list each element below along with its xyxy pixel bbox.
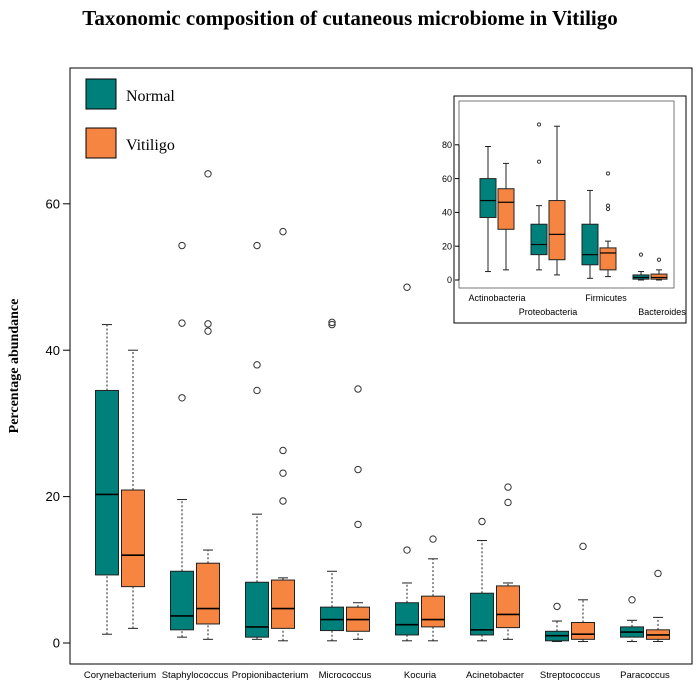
inset-boxes [479,122,668,281]
box-staphylococcus-normal [170,570,194,631]
outlier-bacteroides-normal-0 [638,252,644,257]
x-tick-label-streptococcus: Streptococcus [540,670,600,681]
outlier-staphylococcus-vitiligo-1 [204,320,212,328]
outlier-proteobacteria-normal-1 [536,122,542,127]
x-tick-label-acinetobacter: Acinetobacter [466,670,524,681]
y-tick-label-60: 60 [46,196,60,211]
outlier-proteobacteria-normal-0 [536,159,542,164]
outlier-streptococcus-normal-0 [553,602,561,611]
x-tick-label-propionibacterium: Propionibacterium [232,670,309,681]
y-tick-label-40: 40 [442,208,452,218]
outlier-bacteroides-vitiligo-0 [656,257,662,262]
outlier-streptococcus-vitiligo-0 [579,542,587,551]
outlier-propionibacterium-normal-2 [253,241,261,250]
main-x-tick-labels: Corynebacterium Staphylococcus Propionibac… [84,670,670,681]
y-tick-label-0: 0 [53,636,60,651]
outlier-propionibacterium-vitiligo-3 [279,227,287,236]
main-boxes [95,170,670,643]
outlier-kocuria-normal-0 [403,546,411,554]
legend-swatch-vitiligo [85,127,117,159]
inset-x-tick-labels: Actinobacteria Proteobacteria Firmicutes Ba… [468,293,686,317]
outlier-paracoccus-normal-0 [628,596,636,604]
box-staphylococcus-vitiligo [196,562,220,625]
outlier-kocuria-normal-1 [403,283,411,291]
y-tick-label-60: 60 [442,174,452,184]
x-tick-label-staphylococcus: Staphylococcus [162,670,229,681]
x-tick-label-firmicutes: Firmicutes [585,293,627,303]
outlier-propionibacterium-vitiligo-0 [279,497,287,505]
chart-title: Taxonomic composition of cutaneous micro… [82,6,618,30]
inset-chart: 0 20 40 60 80 Actinobacteria Proteobacteria Fi… [442,95,687,324]
outlier-kocuria-vitiligo-0 [429,535,437,543]
box-proteobacteria-vitiligo [548,200,566,261]
legend: Normal Vitiligo [85,78,175,159]
x-tick-label-actinobacteria: Actinobacteria [468,293,525,303]
outlier-micrococcus-vitiligo-0 [354,520,362,529]
y-tick-label-0: 0 [447,275,452,285]
outlier-staphylococcus-normal-2 [178,241,186,250]
outlier-staphylococcus-vitiligo-2 [204,170,212,178]
outlier-propionibacterium-vitiligo-1 [279,469,287,477]
x-tick-label-corynebacterium: Corynebacterium [84,670,156,681]
legend-label-normal: Normal [126,88,175,105]
box-propionibacterium-normal [245,581,269,638]
x-tick-label-bacteroides: Bacteroides [638,307,686,317]
x-tick-label-micrococcus: Micrococcus [319,670,372,681]
outlier-propionibacterium-vitiligo-2 [279,446,287,455]
box-streptococcus-vitiligo [571,622,595,640]
main-y-axis: 0 20 40 60 [46,196,71,651]
outlier-staphylococcus-vitiligo-0 [204,327,212,335]
x-tick-label-kocuria: Kocuria [404,670,437,681]
outlier-micrococcus-normal-1 [328,318,336,327]
y-tick-label-40: 40 [46,343,60,358]
outlier-micrococcus-vitiligo-1 [354,465,362,474]
outlier-acinetobacter-normal-0 [478,517,486,526]
box-acinetobacter-normal [470,592,494,636]
outlier-staphylococcus-normal-0 [178,394,186,402]
legend-label-vitiligo: Vitiligo [126,137,175,154]
box-firmicutes-normal [581,223,599,266]
x-tick-label-proteobacteria: Proteobacteria [519,307,578,317]
y-tick-label-20: 20 [442,241,452,251]
outlier-micrococcus-vitiligo-2 [354,385,362,393]
outlier-propionibacterium-normal-1 [253,361,261,369]
box-kocuria-vitiligo [421,595,445,628]
outlier-firmicutes-vitiligo-1 [605,203,611,208]
legend-swatch-normal [85,78,117,110]
box-corynebacterium-normal [95,389,119,576]
box-kocuria-normal [395,602,419,636]
outlier-propionibacterium-normal-0 [253,386,261,395]
y-axis-label: Percentage abundance [7,299,22,434]
inset-y-axis: 0 20 40 60 80 [442,140,460,285]
box-actinobacteria-normal [479,178,497,218]
outlier-acinetobacter-vitiligo-0 [504,498,512,507]
box-propionibacterium-vitiligo [271,579,295,629]
outlier-acinetobacter-vitiligo-1 [504,483,512,491]
box-corynebacterium-vitiligo [121,489,145,588]
outlier-micrococcus-normal-0 [328,320,336,329]
y-tick-label-80: 80 [442,140,452,150]
box-firmicutes-vitiligo [599,247,617,271]
box-proteobacteria-normal [530,223,548,256]
box-actinobacteria-vitiligo [497,188,515,230]
outlier-firmicutes-vitiligo-2 [605,171,611,176]
outlier-paracoccus-vitiligo-0 [654,569,662,578]
outlier-staphylococcus-normal-1 [178,319,186,327]
x-tick-label-paracoccus: Paracoccus [620,670,670,681]
y-tick-label-20: 20 [46,489,60,504]
box-acinetobacter-vitiligo [496,585,520,629]
box-bacteroides-vitiligo [650,273,668,280]
